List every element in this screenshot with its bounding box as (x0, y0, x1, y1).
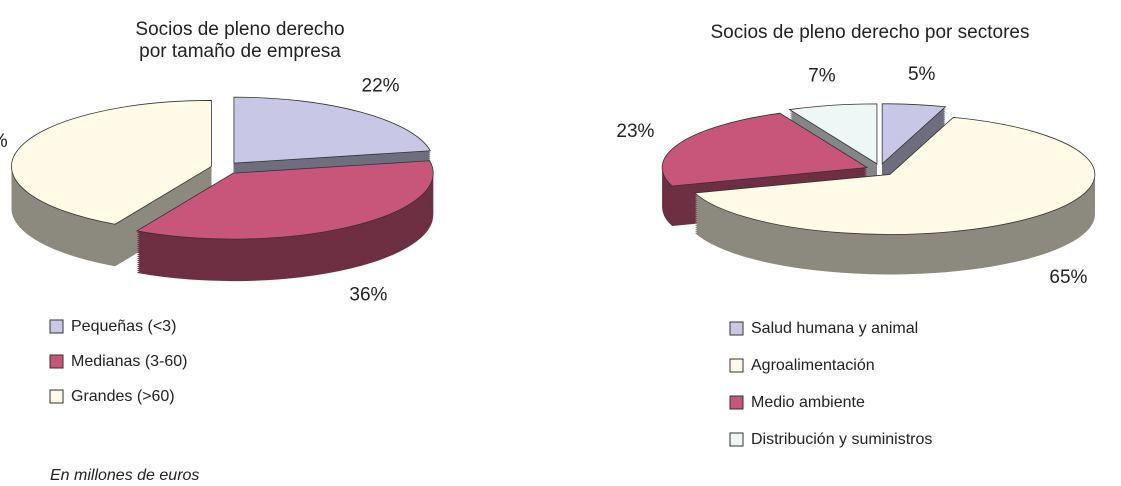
legend-label: Pequeñas (<3) (71, 318, 176, 335)
legend-label: Salud humana y animal (751, 320, 918, 337)
pie-slice (693, 116, 1096, 235)
legend-label: Grandes (>60) (71, 388, 175, 405)
legend-swatch (729, 358, 744, 373)
data-label: 22% (362, 76, 400, 97)
legend-label: Medio ambiente (751, 394, 865, 411)
legend-label: Agroalimentación (751, 357, 875, 374)
data-label: 42% (0, 131, 8, 152)
pie-slice (233, 96, 432, 164)
pie-slice (11, 100, 212, 225)
legend-swatch (729, 432, 744, 447)
legend-label: Distribución y suministros (751, 431, 932, 448)
legend-swatch (49, 389, 64, 404)
legend-swatch (49, 354, 64, 369)
pie-slice (881, 103, 947, 165)
legend-label: Medianas (3-60) (71, 353, 188, 370)
note: En millones de euros (50, 467, 199, 484)
legend-swatch (729, 321, 744, 336)
data-label: 5% (908, 64, 936, 85)
pie-slice (788, 103, 878, 165)
data-label: 23% (616, 121, 654, 142)
data-label: 7% (808, 65, 836, 86)
legend-swatch (49, 319, 64, 334)
chart-title: Socios de pleno derecho por sectores (711, 22, 1030, 43)
chart-title: Socios de pleno derecho por tamaño de emp… (135, 19, 344, 62)
data-label: 36% (349, 284, 387, 305)
pie-slice (661, 112, 869, 187)
pie-slice (135, 160, 434, 240)
data-label: 65% (1049, 267, 1087, 288)
legend-swatch (729, 395, 744, 410)
